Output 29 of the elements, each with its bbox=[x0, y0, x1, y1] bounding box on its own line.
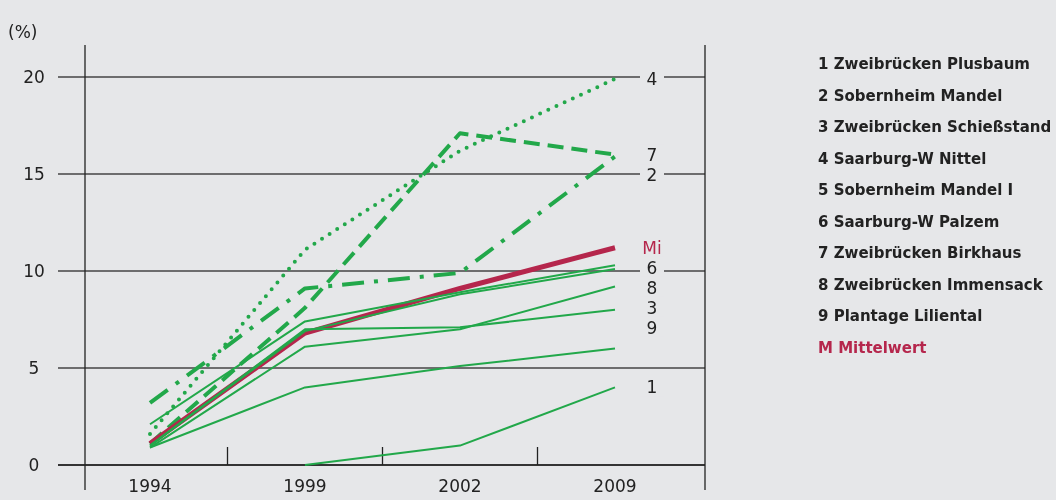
text: 2 Sobernheim Mandel bbox=[818, 86, 1003, 105]
text: 7 Zweibrücken Birkhaus bbox=[818, 244, 1022, 263]
y-tick-label: 5 bbox=[28, 357, 40, 378]
series-label: 4 bbox=[646, 68, 658, 89]
series-label: 3 bbox=[646, 297, 658, 318]
y-axis-title: (%) bbox=[8, 22, 38, 42]
series-label: 1 bbox=[646, 377, 658, 398]
y-tick-label: 0 bbox=[28, 454, 40, 475]
y-tick-label: 20 bbox=[23, 66, 45, 87]
series-label: 7 bbox=[646, 144, 658, 165]
series-label: 6 bbox=[646, 257, 658, 278]
y-tick-label: 15 bbox=[23, 163, 45, 184]
series-label: 2 bbox=[646, 164, 658, 185]
x-tick-label: 1994 bbox=[128, 476, 172, 496]
x-tick-label: 1999 bbox=[283, 476, 327, 496]
series-label: Mi bbox=[642, 237, 662, 258]
series-label: 8 bbox=[646, 277, 658, 298]
series-label: 9 bbox=[646, 317, 658, 338]
text: 4 Saarburg-W Nittel bbox=[818, 149, 987, 168]
text: 5 Sobernheim Mandel I bbox=[818, 181, 1014, 200]
text: 8 Zweibrücken Immensack bbox=[818, 275, 1044, 294]
x-tick-label: 2002 bbox=[438, 476, 482, 496]
text: 6 Saarburg-W Palzem bbox=[818, 212, 1000, 231]
text: 1 Zweibrücken Plusbaum bbox=[818, 55, 1030, 74]
text: M Mittelwert bbox=[818, 338, 927, 357]
text: 3 Zweibrücken Schießstand bbox=[818, 118, 1052, 137]
x-tick-label: 2009 bbox=[593, 476, 637, 496]
y-tick-label: 10 bbox=[23, 260, 45, 281]
text: 9 Plantage Liliental bbox=[818, 307, 983, 326]
